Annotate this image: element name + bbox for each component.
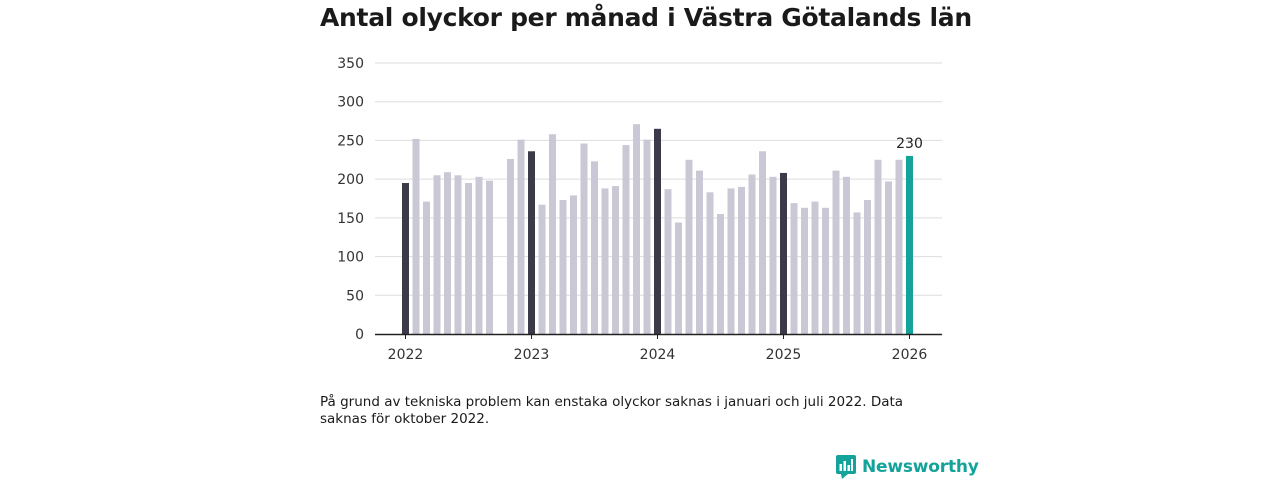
- bar-2024-07: [717, 213, 724, 334]
- bar-2026-01: [906, 155, 913, 334]
- bar-2023-09: [612, 186, 619, 334]
- bar-2024-06: [706, 192, 714, 334]
- bar-2024-01: [654, 128, 661, 334]
- bar-2022-07: [465, 183, 472, 334]
- bar-2025-05: [822, 207, 829, 334]
- x-axis-ticks: 2022 2023 2024 2025 2026: [388, 334, 928, 363]
- bar-2022-09: [486, 180, 493, 334]
- bar-2023-10: [622, 145, 630, 334]
- bar-2025-06: [832, 170, 840, 334]
- y-tick-label-100: 100: [337, 250, 364, 266]
- bar-2025-03: [801, 207, 808, 334]
- bar-2024-10: [748, 174, 756, 334]
- bar-2024-02: [664, 189, 672, 334]
- bar-2025-01: [780, 172, 787, 334]
- y-tick-label-200: 200: [337, 172, 364, 188]
- y-tick-label-350: 350: [337, 56, 364, 72]
- footnote: På grund av tekniska problem kan enstaka…: [320, 394, 904, 427]
- data-labels: 230: [896, 136, 923, 152]
- bar-2023-06: [580, 143, 588, 334]
- bar-2024-03: [675, 222, 682, 334]
- x-tick-label-2024: 2024: [640, 347, 676, 363]
- y-tick-label-250: 250: [337, 133, 364, 149]
- bar-2025-09: [864, 200, 871, 334]
- y-tick-label-0: 0: [355, 327, 364, 343]
- y-tick-label-50: 50: [346, 288, 364, 304]
- bar-2022-12: [517, 139, 525, 334]
- x-tick-label-2025: 2025: [766, 347, 802, 363]
- newsworthy-logo: Newsworthy: [836, 455, 979, 479]
- bar-2023-11: [633, 124, 640, 334]
- y-tick-label-150: 150: [337, 211, 364, 227]
- bar-2023-12: [643, 139, 651, 334]
- bar-2024-12: [769, 176, 777, 334]
- bar-2022-05: [444, 172, 451, 334]
- bar-2024-08: [727, 188, 735, 334]
- bar-2023-02: [538, 204, 546, 334]
- bar-2025-12: [895, 159, 903, 334]
- bar-2023-08: [601, 188, 609, 334]
- bar-2024-09: [738, 186, 745, 334]
- bar-2025-02: [790, 203, 798, 334]
- newsworthy-icon: [836, 455, 856, 479]
- bars: [402, 124, 913, 334]
- latest-value-label: 230: [896, 136, 923, 152]
- brand-name: Newsworthy: [862, 457, 979, 477]
- bar-2025-07: [843, 176, 850, 334]
- bar-2023-01: [528, 151, 535, 334]
- bar-2023-07: [591, 161, 598, 334]
- y-tick-label-300: 300: [337, 95, 364, 111]
- y-axis-ticks: 0 50 100 150 200 250 300 350: [337, 56, 364, 343]
- bar-2022-02: [412, 138, 420, 334]
- bar-2022-08: [475, 176, 483, 334]
- bar-2024-05: [696, 170, 703, 334]
- x-tick-label-2026: 2026: [892, 347, 928, 363]
- bar-2024-11: [759, 151, 766, 334]
- bar-2023-05: [570, 195, 577, 334]
- bar-2023-04: [559, 200, 567, 334]
- x-tick-label-2023: 2023: [514, 347, 550, 363]
- bar-2022-04: [433, 175, 441, 334]
- bar-2024-04: [685, 159, 693, 334]
- bar-2022-01: [402, 183, 409, 334]
- bar-2022-11: [507, 159, 514, 334]
- x-tick-label-2022: 2022: [388, 347, 424, 363]
- bar-2025-08: [853, 212, 861, 334]
- bar-2023-03: [549, 134, 556, 334]
- bar-2025-04: [811, 201, 819, 334]
- bar-2025-10: [874, 159, 882, 334]
- bar-2022-03: [423, 201, 430, 334]
- bar-2025-11: [885, 181, 892, 334]
- bar-2022-06: [454, 175, 462, 334]
- chart-title: Antal olyckor per månad i Västra Götalan…: [320, 3, 972, 32]
